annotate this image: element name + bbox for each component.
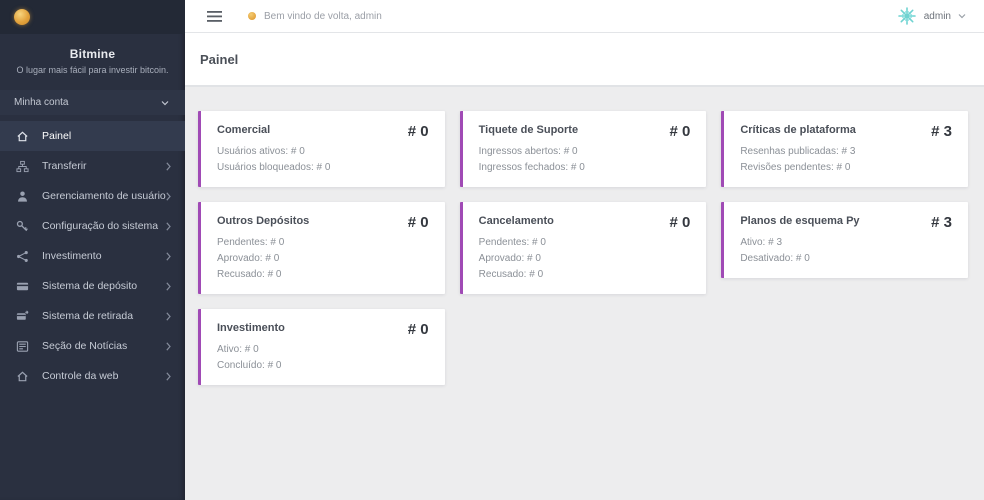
card-count: # 0 <box>407 321 429 338</box>
credit-card-icon <box>16 280 29 293</box>
bitcoin-coin-icon[interactable] <box>14 9 30 25</box>
content: Comercial # 0 Usuários ativos: # 0 Usuár… <box>185 87 984 500</box>
card-title: Outros Depósitos <box>217 215 310 227</box>
key-icon <box>16 220 29 233</box>
card-outros-depositos[interactable]: Outros Depósitos # 0 Pendentes: # 0 Apro… <box>198 202 445 294</box>
hamburger-icon[interactable] <box>207 10 222 22</box>
card-count: # 0 <box>669 214 691 231</box>
chevron-right-icon <box>166 251 171 261</box>
card-stat-line: Ativo: # 0 <box>217 344 259 355</box>
sidebar-item-label: Sistema de depósito <box>42 280 138 292</box>
page-header: Painel <box>185 33 984 87</box>
chevron-right-icon <box>166 371 171 381</box>
card-stat-line: Aprovado: # 0 <box>217 253 280 264</box>
card-stat-line: Ingressos fechados: # 0 <box>478 162 585 173</box>
sidebar-item-sistema-de-deposito[interactable]: Sistema de depósito <box>0 271 185 301</box>
sidebar-item-controle-da-web[interactable]: Controle da web <box>0 361 185 391</box>
stat-cards-grid: Comercial # 0 Usuários ativos: # 0 Usuár… <box>198 111 968 385</box>
card-stat-line: Aprovado: # 0 <box>478 253 541 264</box>
sidebar-item-configuracao-do-sistema[interactable]: Configuração do sistema <box>0 211 185 241</box>
home-icon <box>16 370 29 383</box>
card-count: # 0 <box>407 214 429 231</box>
home-icon <box>16 130 29 143</box>
card-stat-line: Pendentes: # 0 <box>478 237 546 248</box>
newspaper-icon <box>16 340 29 353</box>
card-cancelamento[interactable]: Cancelamento # 0 Pendentes: # 0 Aprovado… <box>459 202 707 294</box>
user-name: admin <box>923 10 951 22</box>
sidebar-item-label: Transferir <box>42 160 87 172</box>
welcome-text: Bem vindo de volta, admin <box>264 10 382 22</box>
sidebar-item-label: Seção de Notícias <box>42 340 128 352</box>
card-title: Cancelamento <box>478 215 554 227</box>
sidebar-item-label: Painel <box>42 130 72 142</box>
card-criticas-de-plataforma[interactable]: Críticas de plataforma # 3 Resenhas publ… <box>721 111 968 187</box>
card-tiquete-de-suporte[interactable]: Tiquete de Suporte # 0 Ingressos abertos… <box>459 111 707 187</box>
chevron-down-icon <box>161 100 169 106</box>
chevron-down-icon <box>958 13 966 19</box>
card-planos-de-esquema-py[interactable]: Planos de esquema Py # 3 Ativo: # 3 Desa… <box>721 202 968 278</box>
sidebar-logo-strip <box>0 0 185 34</box>
chevron-right-icon <box>166 281 171 291</box>
sidebar: Bitmine O lugar mais fácil para investir… <box>0 0 185 500</box>
card-title: Críticas de plataforma <box>740 124 856 136</box>
card-comercial[interactable]: Comercial # 0 Usuários ativos: # 0 Usuár… <box>198 111 445 187</box>
chevron-right-icon <box>166 191 171 201</box>
user-menu[interactable]: admin <box>897 6 966 26</box>
chevron-right-icon <box>166 221 171 231</box>
sidebar-item-label: Gerenciamento de usuários <box>42 190 166 202</box>
card-count: # 0 <box>407 123 429 140</box>
card-stat-line: Resenhas publicadas: # 3 <box>740 146 856 157</box>
card-count: # 3 <box>931 123 952 140</box>
card-stat-line: Usuários bloqueados: # 0 <box>217 162 331 173</box>
card-stat-line: Usuários ativos: # 0 <box>217 146 305 157</box>
card-title: Planos de esquema Py <box>740 215 860 227</box>
brand-name: Bitmine <box>69 47 116 61</box>
sidebar-item-gerenciamento-de-usuarios[interactable]: Gerenciamento de usuários <box>0 181 185 211</box>
sidebar-item-label: Controle da web <box>42 370 119 382</box>
sidebar-section-minha-conta[interactable]: Minha conta <box>0 90 185 115</box>
card-title: Investimento <box>217 322 285 334</box>
card-stat-line: Ativo: # 3 <box>740 237 783 248</box>
user-icon <box>16 190 29 203</box>
card-stat-line: Desativado: # 0 <box>740 253 810 264</box>
card-stat-line: Recusado: # 0 <box>217 269 282 280</box>
sidebar-item-label: Configuração do sistema <box>42 220 159 232</box>
sidebar-item-painel[interactable]: Painel <box>0 121 185 151</box>
card-stat-line: Concluído: # 0 <box>217 360 282 371</box>
credit-card-arrow-icon <box>16 310 29 323</box>
card-stat-line: Recusado: # 0 <box>478 269 544 280</box>
chevron-right-icon <box>166 161 171 171</box>
main-area: Bem vindo de volta, admin admin <box>185 0 984 500</box>
chevron-right-icon <box>166 341 171 351</box>
card-count: # 0 <box>669 123 691 140</box>
chevron-right-icon <box>166 311 171 321</box>
sidebar-item-transferir[interactable]: Transferir <box>0 151 185 181</box>
sitemap-icon <box>16 160 29 173</box>
card-title: Comercial <box>217 124 271 136</box>
brand-block: Bitmine O lugar mais fácil para investir… <box>0 34 185 90</box>
card-stat-line: Revisões pendentes: # 0 <box>740 162 851 173</box>
sidebar-item-investimento[interactable]: Investimento <box>0 241 185 271</box>
welcome-message: Bem vindo de volta, admin <box>248 11 382 22</box>
sidebar-section-label: Minha conta <box>14 97 69 108</box>
sidebar-item-sistema-de-retirada[interactable]: Sistema de retirada <box>0 301 185 331</box>
card-title: Tiquete de Suporte <box>478 124 579 136</box>
share-nodes-icon <box>16 250 29 263</box>
card-count: # 3 <box>931 214 952 231</box>
sidebar-item-secao-de-noticias[interactable]: Seção de Notícias <box>0 331 185 361</box>
topbar: Bem vindo de volta, admin admin <box>185 0 984 33</box>
page-title: Painel <box>200 51 239 67</box>
coin-dot-icon <box>248 12 256 20</box>
sidebar-nav: Painel Transferir Gerenciamento de usuár… <box>0 121 185 500</box>
sidebar-item-label: Investimento <box>42 250 102 262</box>
card-investimento[interactable]: Investimento # 0 Ativo: # 0 Concluído: #… <box>198 309 445 385</box>
sidebar-item-label: Sistema de retirada <box>42 310 134 322</box>
brand-tagline: O lugar mais fácil para investir bitcoin… <box>16 65 169 75</box>
card-stat-line: Ingressos abertos: # 0 <box>478 146 578 157</box>
card-stat-line: Pendentes: # 0 <box>217 237 285 248</box>
snowflake-avatar-icon <box>897 6 917 26</box>
